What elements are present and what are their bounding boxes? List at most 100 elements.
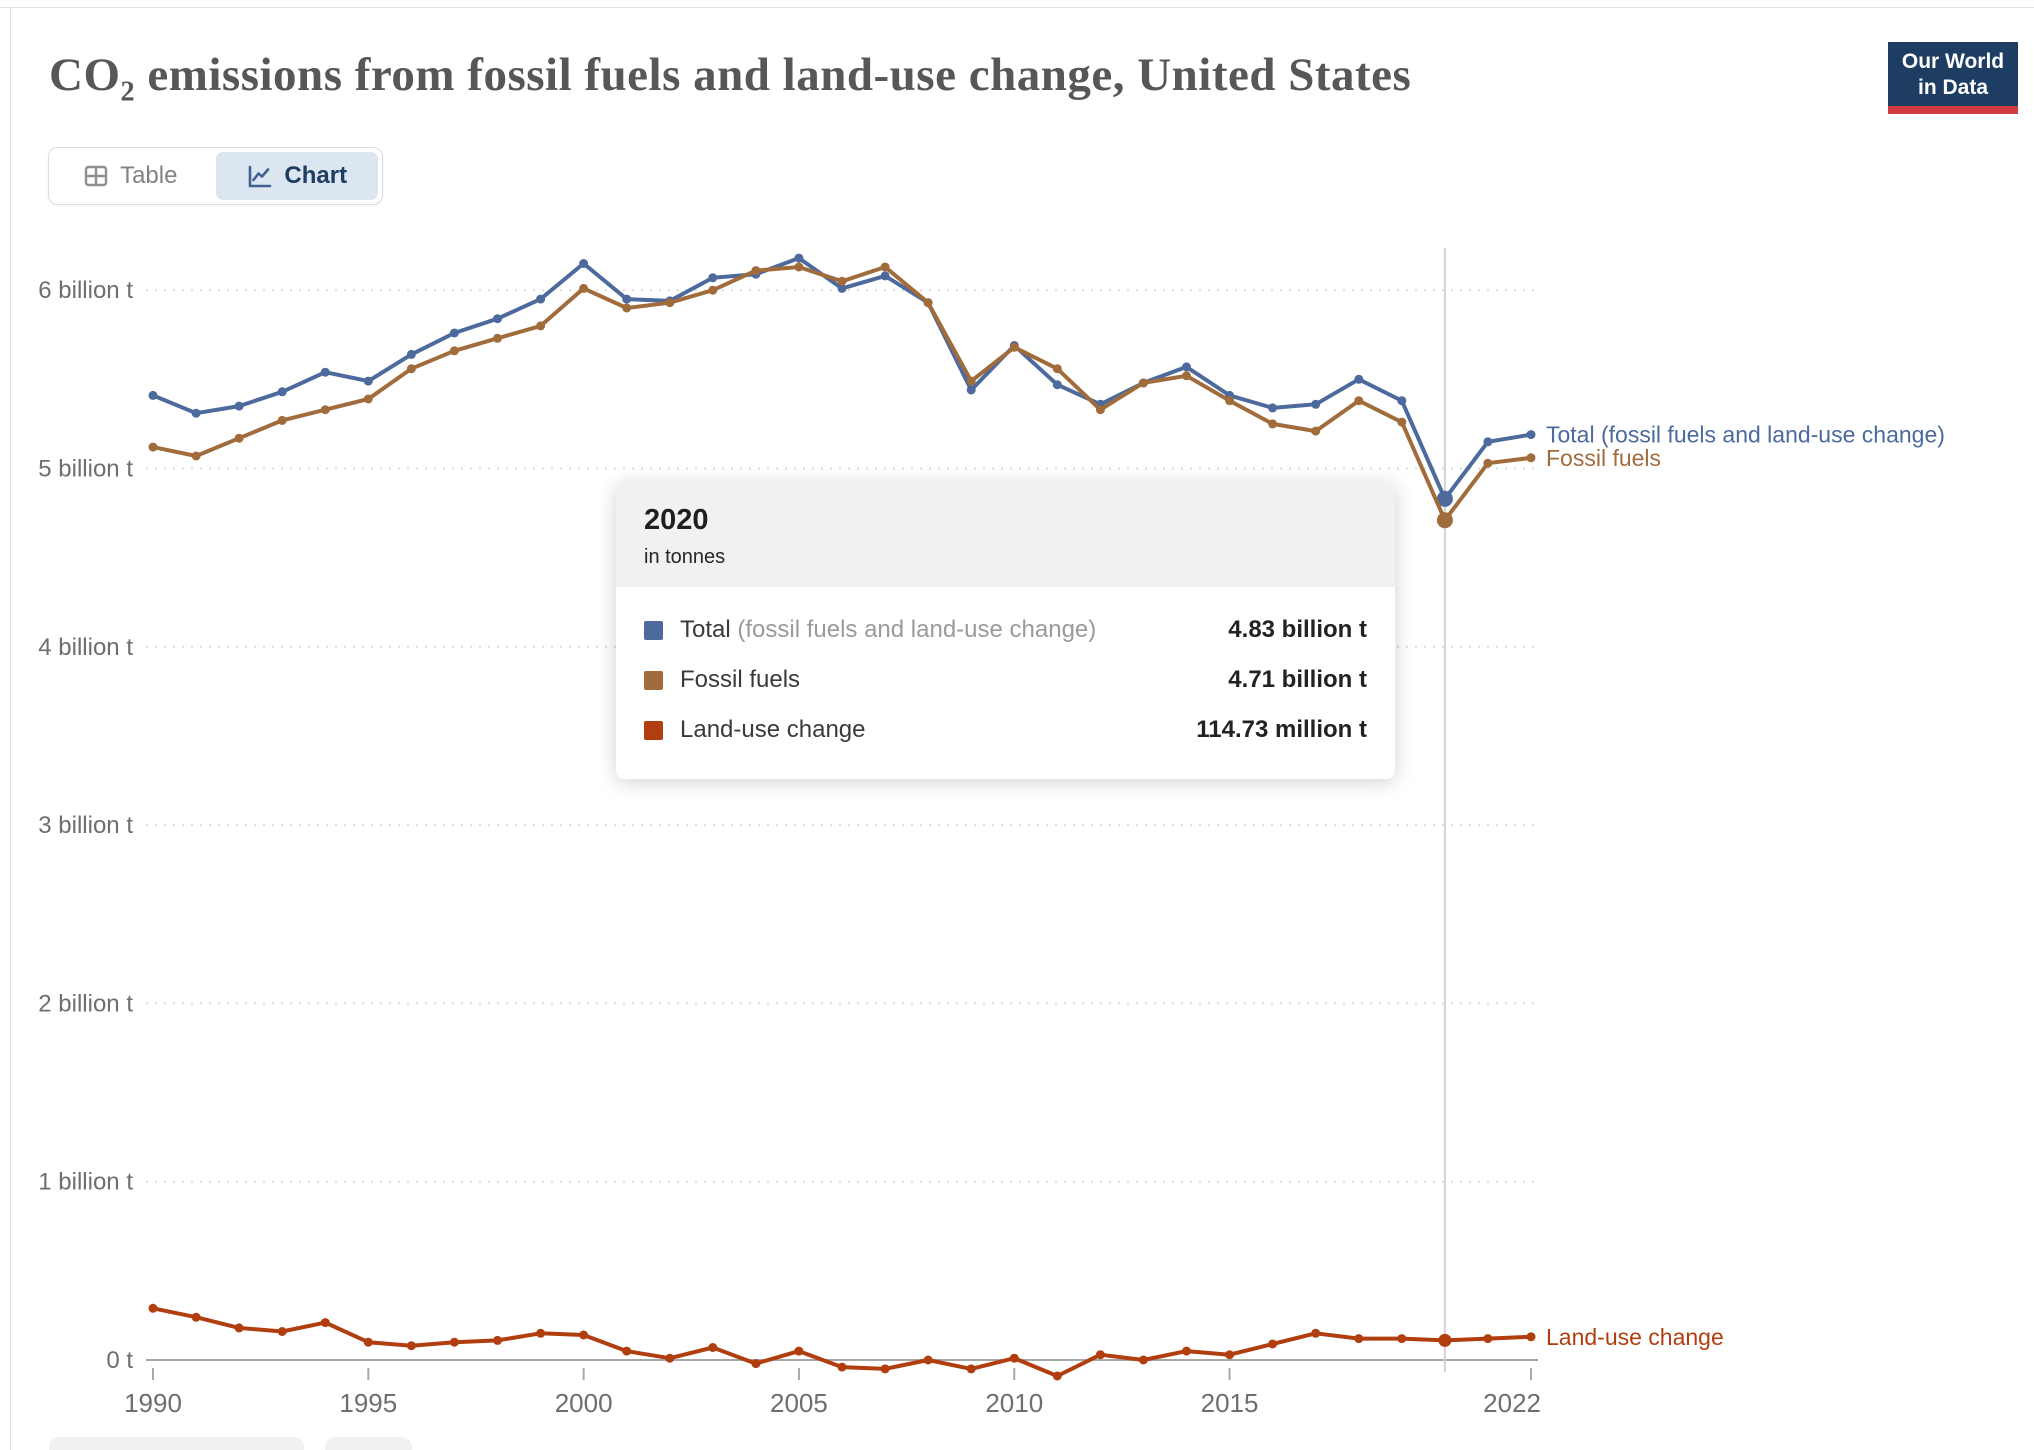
data-point <box>1225 1350 1235 1360</box>
data-point <box>1311 1328 1321 1338</box>
data-point <box>234 1323 244 1333</box>
data-point <box>1009 1353 1019 1363</box>
data-point <box>1225 396 1235 406</box>
tooltip-row: Fossil fuels 4.71 billion t <box>644 655 1367 705</box>
data-point <box>1052 1371 1062 1381</box>
data-point <box>1354 374 1364 384</box>
series-color-swatch <box>644 620 663 640</box>
data-point <box>622 294 632 304</box>
data-point <box>708 273 718 283</box>
tooltip-series-value: 4.71 billion t <box>1228 666 1367 693</box>
series-line <box>151 256 1533 501</box>
data-point <box>277 415 287 425</box>
tooltip-unit: in tonnes <box>644 546 726 568</box>
data-point <box>1311 426 1321 436</box>
data-point <box>1009 342 1019 352</box>
data-point <box>794 253 804 263</box>
data-point <box>1354 1334 1364 1344</box>
data-point <box>1052 364 1062 374</box>
data-point <box>191 451 201 461</box>
data-point <box>880 271 890 281</box>
container-top-border <box>0 7 2034 8</box>
timeline-year-chip[interactable] <box>325 1437 412 1450</box>
series-end-label: Fossil fuels <box>1546 445 1661 471</box>
data-point <box>320 405 330 415</box>
x-tick-label: 2000 <box>555 1388 613 1418</box>
data-point <box>1526 453 1536 463</box>
data-point <box>622 1346 632 1356</box>
tooltip-header: 2020 in tonnes <box>616 482 1395 587</box>
y-axis-label: 2 billion t <box>38 990 133 1017</box>
table-icon <box>83 163 109 189</box>
data-point <box>1182 362 1191 372</box>
tab-table-label: Table <box>120 162 178 189</box>
highlight-data-point <box>1438 1333 1452 1347</box>
tooltip-year: 2020 <box>644 504 709 536</box>
data-point <box>536 321 546 331</box>
data-point <box>1526 1332 1536 1342</box>
tooltip-series-label: Fossil fuels <box>680 666 801 693</box>
data-point <box>751 1359 761 1369</box>
data-point <box>923 1355 933 1365</box>
y-axis-label: 6 billion t <box>38 277 133 304</box>
x-tick-label: 2005 <box>770 1388 828 1418</box>
data-point <box>148 390 158 400</box>
y-axis-label: 0 t <box>106 1347 133 1374</box>
data-point <box>320 367 330 377</box>
data-point <box>837 1362 847 1372</box>
data-point <box>794 1346 804 1356</box>
data-point <box>665 1353 675 1363</box>
data-point <box>1483 437 1493 447</box>
data-point <box>880 1364 890 1374</box>
data-point <box>1397 417 1407 427</box>
data-point <box>1397 396 1407 406</box>
data-point <box>579 283 589 293</box>
data-point <box>1095 1350 1105 1360</box>
data-point <box>536 294 546 304</box>
data-point <box>234 433 244 443</box>
data-point <box>1182 371 1191 381</box>
data-point <box>966 376 976 386</box>
data-point <box>363 394 373 404</box>
tooltip-series-label: Land-use change <box>680 716 866 743</box>
data-point <box>1397 1334 1407 1344</box>
tab-chart[interactable]: Chart <box>215 152 378 200</box>
timeline-control[interactable] <box>49 1437 304 1450</box>
data-point <box>1483 1334 1493 1344</box>
tooltip-body: Total (fossil fuels and land-use change)… <box>616 587 1395 779</box>
container-left-border <box>10 7 11 1450</box>
tab-table[interactable]: Table <box>49 148 212 204</box>
data-point <box>363 1337 373 1347</box>
data-point <box>1268 419 1278 429</box>
data-point <box>751 266 761 276</box>
data-point <box>1052 380 1062 390</box>
data-point <box>579 1330 589 1340</box>
data-point <box>449 346 459 356</box>
line-chart-icon <box>246 163 273 190</box>
data-point <box>837 283 847 293</box>
data-point <box>449 1337 459 1347</box>
series-color-swatch <box>644 670 663 690</box>
data-point <box>493 1335 502 1345</box>
data-point <box>923 298 933 308</box>
data-point <box>493 333 502 343</box>
y-axis-label: 4 billion t <box>38 634 133 661</box>
tooltip-series-value: 114.73 million t <box>1196 716 1367 743</box>
data-point <box>708 1343 718 1352</box>
owid-logo[interactable]: Our World in Data <box>1888 42 2018 114</box>
data-point <box>966 1364 976 1374</box>
data-point <box>708 285 718 295</box>
series-color-swatch <box>644 720 663 740</box>
x-tick-label: 2015 <box>1201 1388 1259 1418</box>
data-point <box>1182 1346 1191 1356</box>
data-point <box>1311 399 1321 409</box>
y-axis-label: 1 billion t <box>38 1169 133 1196</box>
data-point <box>406 349 416 359</box>
data-point <box>1483 458 1493 468</box>
series-end-label: Total (fossil fuels and land-use change) <box>1546 422 1945 448</box>
hover-tooltip: 2020 in tonnes Total (fossil fuels and l… <box>616 482 1395 779</box>
tooltip-series-label: Total (fossil fuels and land-use change) <box>680 616 1097 643</box>
data-point <box>148 1303 158 1313</box>
